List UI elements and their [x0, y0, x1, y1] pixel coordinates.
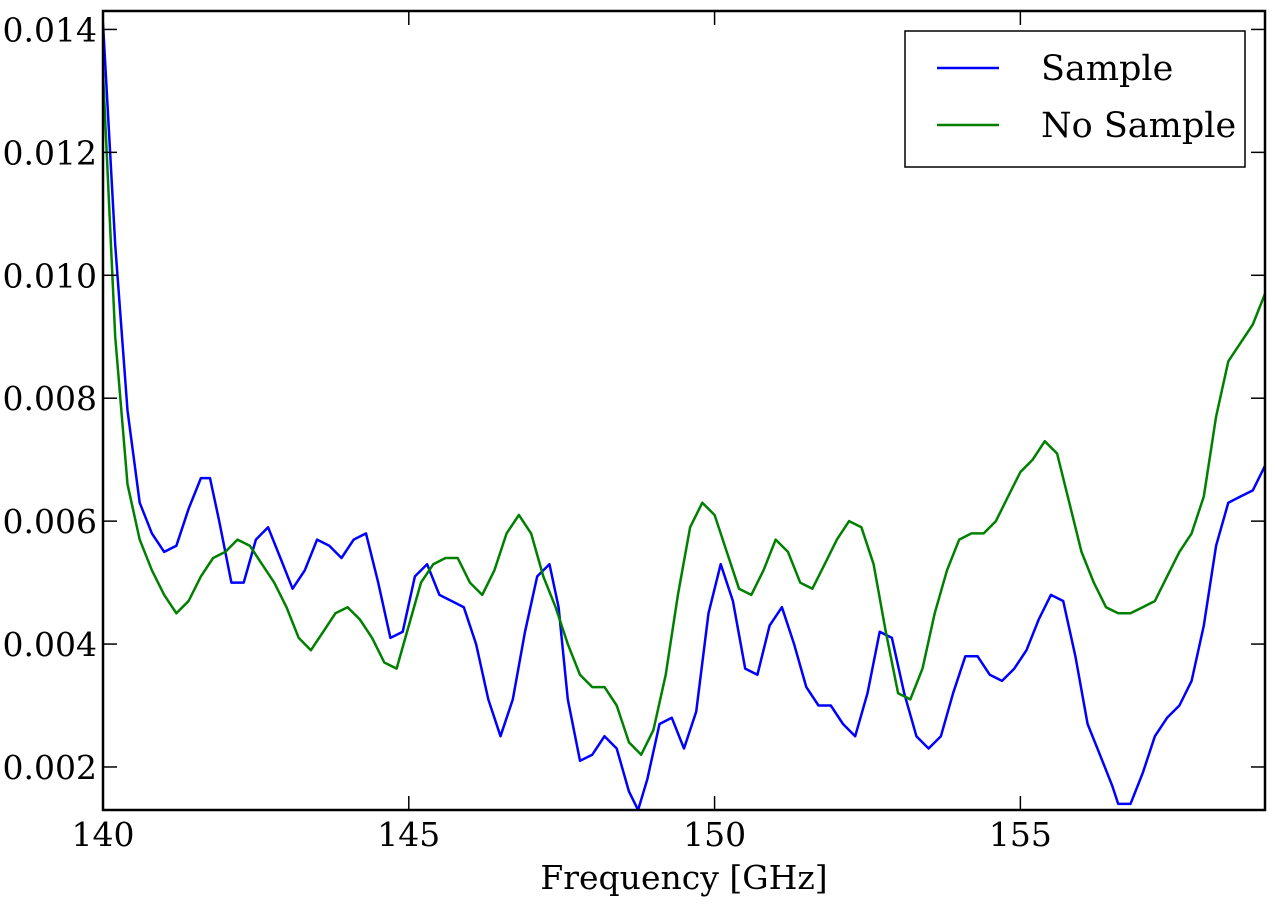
- x-tick-label: 150: [683, 815, 746, 854]
- legend-label-sample: Sample: [1041, 49, 1173, 89]
- y-tick-label: 0.004: [3, 625, 97, 664]
- plot-frame: [101, 9, 1267, 812]
- y-tick-label: 0.014: [3, 10, 97, 49]
- legend-frame: [904, 30, 1246, 168]
- y-tick-label: 0.006: [3, 502, 97, 541]
- series-line-no-sample: [103, 72, 1265, 756]
- legend-label-no-sample: No Sample: [1041, 106, 1236, 146]
- legend: Sample No Sample: [904, 30, 1246, 168]
- x-tick-label: 145: [377, 815, 440, 854]
- x-tick-label: 140: [72, 815, 135, 854]
- y-tick-label: 0.010: [3, 256, 97, 295]
- y-tick-label: 0.008: [3, 379, 97, 418]
- x-axis-label: Frequency [GHz]: [540, 858, 827, 897]
- series-layer: [103, 23, 1265, 810]
- y-tick-label: 0.012: [3, 133, 97, 172]
- y-tick-label: 0.002: [3, 748, 97, 787]
- x-tick-label: 155: [989, 815, 1052, 854]
- series-line-sample: [103, 23, 1265, 810]
- ticks-layer: 140 145 150 155 0.002 0.004 0.006 0.008 0.010 0.0…: [3, 10, 1265, 854]
